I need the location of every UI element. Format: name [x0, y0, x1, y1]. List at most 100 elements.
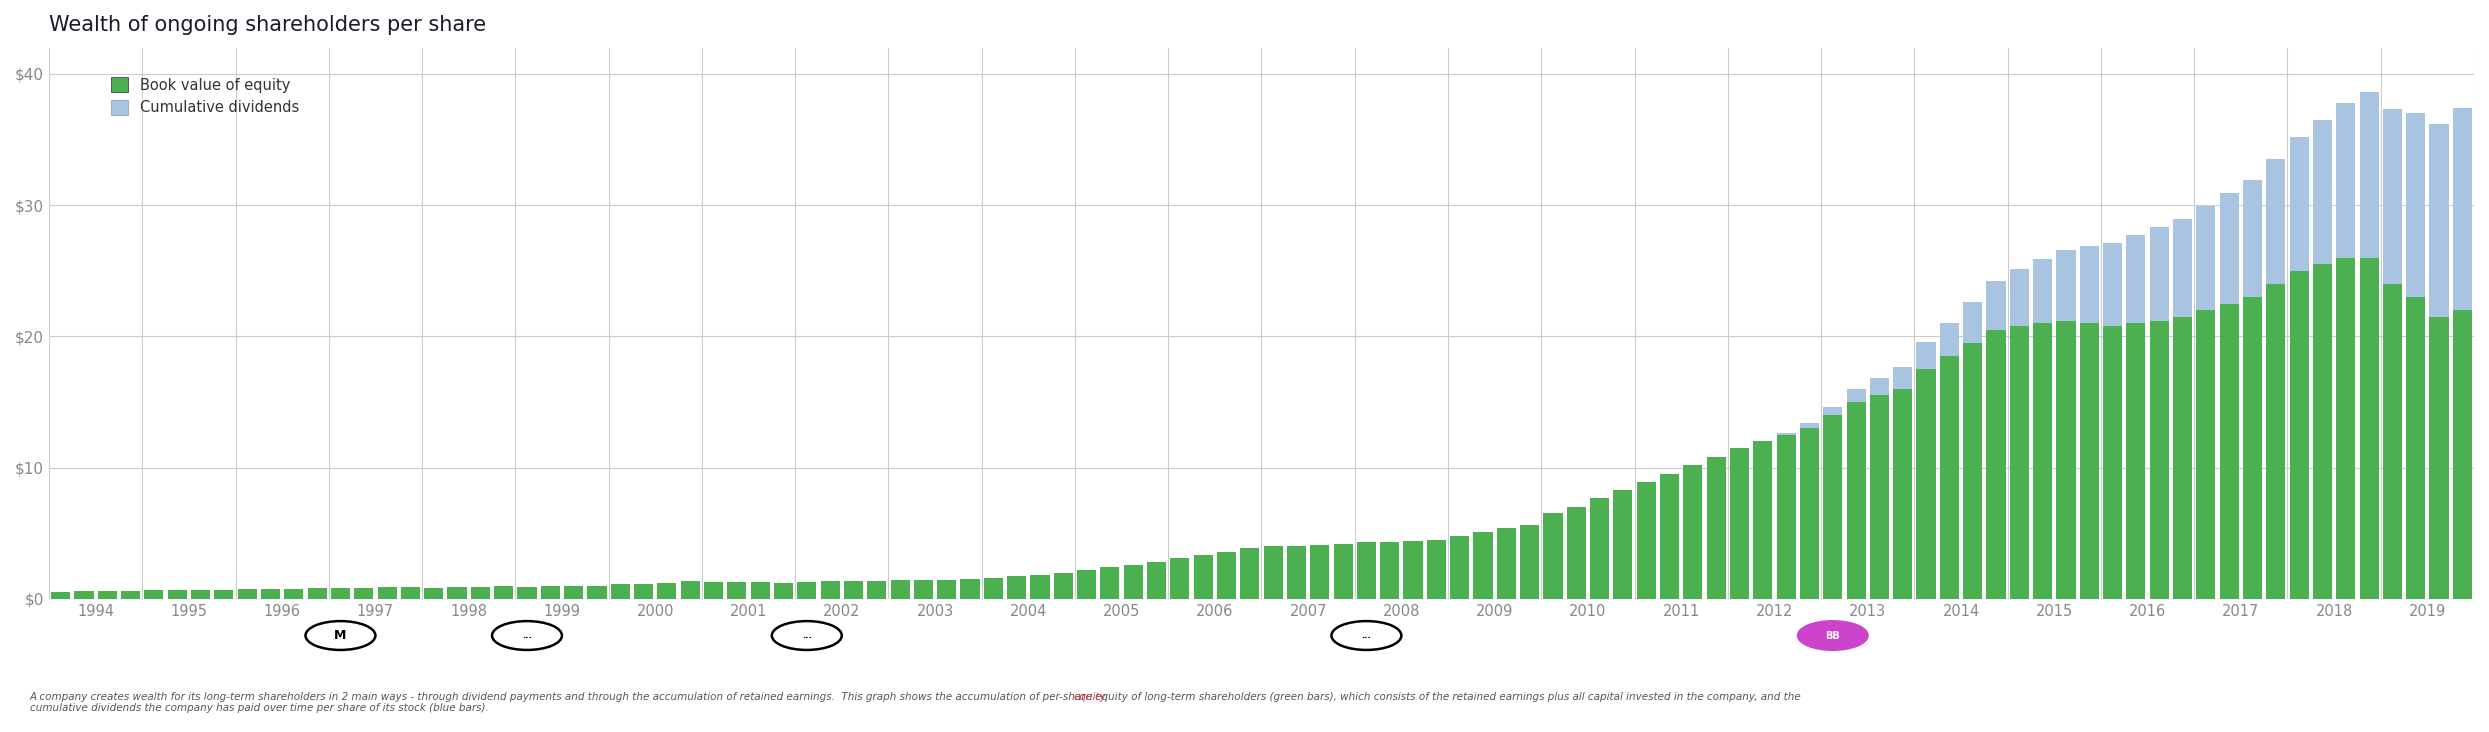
Bar [2220, 304, 2238, 599]
Bar [1240, 548, 1259, 599]
Bar [1917, 369, 1936, 599]
Bar [2009, 269, 2029, 326]
Bar [2407, 113, 2424, 297]
Bar [2267, 159, 2285, 284]
Bar [2103, 326, 2123, 599]
Bar [1777, 433, 1795, 435]
Bar [1334, 544, 1352, 599]
Bar [353, 588, 373, 599]
Bar [1730, 448, 1750, 599]
Bar [518, 587, 538, 599]
Bar [1660, 474, 1680, 599]
Bar [1824, 406, 1842, 415]
Bar [2034, 324, 2053, 599]
Bar [2103, 242, 2123, 326]
Bar [2429, 124, 2449, 317]
Bar [2009, 326, 2029, 599]
Ellipse shape [1332, 621, 1401, 650]
Bar [401, 587, 421, 599]
Bar [1100, 567, 1120, 599]
Bar [938, 580, 956, 599]
Bar [1964, 302, 1981, 343]
Bar [2312, 264, 2332, 599]
Bar [796, 582, 816, 599]
Bar [2243, 180, 2263, 297]
Bar [1869, 395, 1889, 599]
Bar [1008, 577, 1025, 599]
Bar [1847, 402, 1867, 599]
Bar [1404, 541, 1424, 599]
Bar [97, 591, 117, 599]
Bar [2243, 297, 2263, 599]
Bar [122, 591, 139, 599]
Bar [2452, 108, 2472, 310]
Bar [2173, 219, 2193, 317]
Bar [727, 582, 747, 599]
Bar [331, 588, 351, 599]
Bar [1894, 367, 1912, 389]
Bar [1939, 323, 1959, 356]
Bar [1869, 378, 1889, 395]
Bar [1800, 428, 1819, 599]
Bar [1451, 536, 1469, 599]
Bar [192, 590, 209, 599]
Bar [1986, 330, 2006, 599]
Bar [1473, 532, 1493, 599]
Bar [2452, 310, 2472, 599]
Bar [1426, 540, 1446, 599]
Text: Wealth of ongoing shareholders per share: Wealth of ongoing shareholders per share [50, 15, 485, 35]
Bar [1777, 435, 1795, 599]
Ellipse shape [1797, 621, 1867, 650]
Bar [1123, 564, 1142, 599]
Bar [587, 586, 607, 599]
Ellipse shape [772, 621, 841, 650]
Bar [75, 591, 95, 599]
Text: ...: ... [801, 631, 811, 640]
Bar [2360, 258, 2379, 599]
Bar [983, 578, 1003, 599]
Bar [470, 587, 490, 599]
Bar [1053, 572, 1073, 599]
Text: equity: equity [1073, 692, 1105, 702]
Bar [1566, 507, 1585, 599]
Bar [284, 589, 304, 599]
Bar [1195, 556, 1212, 599]
Bar [1824, 415, 1842, 599]
Bar [1217, 552, 1237, 599]
Bar [2290, 137, 2310, 271]
Bar [1638, 482, 1655, 599]
Bar [1381, 542, 1399, 599]
Bar [2290, 271, 2310, 599]
Bar [844, 581, 864, 599]
Bar [2126, 235, 2146, 324]
Bar [1964, 343, 1981, 599]
Bar [1078, 570, 1095, 599]
Bar [1847, 389, 1867, 402]
Text: ...: ... [1361, 631, 1371, 640]
Bar [2195, 206, 2215, 310]
Bar [2056, 321, 2076, 599]
Bar [961, 579, 981, 599]
Bar [2195, 310, 2215, 599]
Bar [2081, 324, 2098, 599]
Bar [2150, 321, 2168, 599]
Bar [52, 591, 70, 599]
Bar [2126, 324, 2146, 599]
Bar [144, 591, 164, 599]
Bar [565, 586, 582, 599]
Bar [2312, 120, 2332, 264]
Bar [2150, 228, 2168, 321]
Bar [167, 590, 187, 599]
Bar [1287, 545, 1307, 599]
Bar [1613, 490, 1633, 599]
Bar [752, 583, 769, 599]
Bar [261, 589, 281, 599]
Text: A company creates wealth for its long-term shareholders in 2 main ways - through: A company creates wealth for its long-te… [30, 692, 1802, 714]
Bar [821, 581, 839, 599]
Bar [1707, 457, 1725, 599]
Bar [2337, 102, 2355, 258]
Bar [2407, 297, 2424, 599]
Bar [635, 583, 652, 599]
Bar [1496, 528, 1516, 599]
Bar [378, 587, 396, 599]
